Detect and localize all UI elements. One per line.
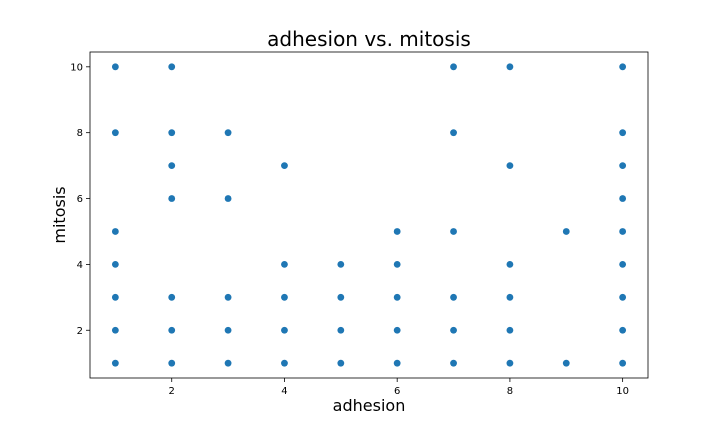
data-point [450,359,457,367]
data-point [450,228,457,235]
data-point [619,228,627,235]
y-axis-label: mitosis [50,186,69,243]
y-tick-label: 2 [77,326,83,337]
x-tick-label: 4 [281,386,287,397]
data-point [281,326,288,334]
data-point [281,260,288,268]
y-tick-label: 4 [77,260,83,271]
y-tick-label: 10 [70,62,83,73]
data-point [111,326,119,334]
data-point [506,359,514,367]
data-point [337,260,345,268]
data-point [450,293,457,301]
data-point [111,129,119,137]
data-point [619,195,627,202]
data-point [111,293,119,301]
data-point [337,359,345,367]
data-point [562,228,570,235]
data-point [337,293,345,301]
data-point [506,326,514,334]
x-axis-label: adhesion [333,396,406,415]
data-point [562,359,570,367]
data-point [450,129,457,137]
data-point [619,293,627,301]
chart-title: adhesion vs. mitosis [267,27,471,51]
x-tick-label: 6 [394,386,400,397]
data-point [168,293,176,301]
data-point [393,260,401,268]
data-point [619,326,627,334]
data-point [168,162,176,170]
data-point [393,359,401,367]
data-point [619,260,627,268]
data-point [281,293,288,301]
y-tick-label: 8 [77,128,83,139]
data-point [450,63,457,71]
data-point [111,359,119,367]
x-tick-label: 10 [616,386,629,397]
data-point [224,195,232,202]
x-tick-label: 8 [507,386,513,397]
data-point [506,260,514,268]
data-point [393,228,401,235]
plot-frame [89,51,649,379]
data-point [506,162,514,170]
data-point [111,260,119,268]
data-point [224,129,232,137]
data-point [224,326,232,334]
data-point [168,129,176,137]
data-point [224,293,232,301]
data-point [168,326,176,334]
data-point [168,63,176,71]
x-tick-label: 2 [169,386,175,397]
data-point [393,326,401,334]
y-axis: 2 4 6 8 10 [70,62,90,337]
data-point [619,162,627,170]
data-point [506,63,514,71]
data-point [224,359,232,367]
data-point [337,326,345,334]
y-tick-label: 6 [77,194,83,205]
data-point [281,359,288,367]
data-point [450,326,457,334]
data-point [111,228,119,235]
data-point [168,359,176,367]
data-point [619,129,627,137]
data-point [619,63,627,71]
data-point [168,195,176,202]
data-point [393,293,401,301]
data-point [281,162,288,170]
data-point [111,63,119,71]
data-point [506,293,514,301]
x-axis: 2 4 6 8 10 [169,378,629,397]
data-points [111,63,627,367]
data-point [619,359,627,367]
